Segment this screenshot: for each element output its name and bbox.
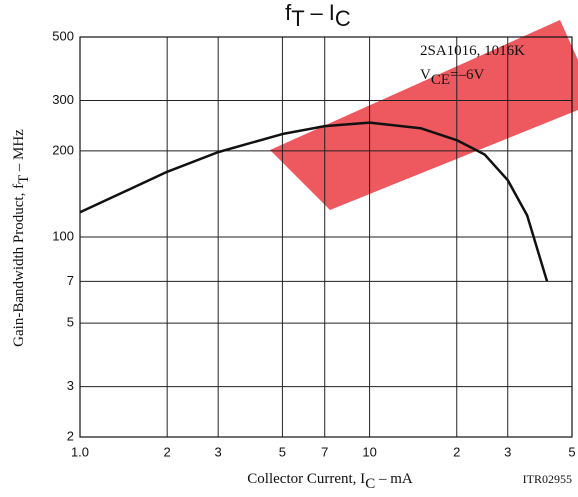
subscript: C <box>365 476 375 492</box>
y-tick-label: 5 <box>67 315 74 330</box>
text-part: Collector Current, I <box>247 471 365 487</box>
text-part: 2SA1016, 1016K <box>420 43 525 59</box>
y-tick-label: 500 <box>52 28 74 43</box>
watermark <box>270 20 578 210</box>
y-tick-label: 3 <box>67 378 74 393</box>
rich-text: 2SA1016, 1016K <box>420 43 525 59</box>
y-tick-label: 2 <box>67 428 74 443</box>
x-tick-label: 7 <box>321 444 328 459</box>
curve <box>79 121 549 282</box>
x-tick-label: 2 <box>453 444 460 459</box>
subscript: T <box>291 6 304 31</box>
text-part: =–6V <box>450 67 484 83</box>
text-part: – mA <box>375 471 413 487</box>
plot-frame <box>79 36 573 438</box>
x-tick-label: 3 <box>504 444 511 459</box>
x-tick-label: 10 <box>362 444 376 459</box>
x-tick-label: 5 <box>279 444 286 459</box>
rich-text: Gain-Bandwidth Product, fT – MHz <box>11 129 32 347</box>
y-tick-label: 100 <box>52 228 74 243</box>
rich-text: fT – IC <box>285 0 351 31</box>
text-part: – MHz <box>11 129 27 175</box>
x-tick-label: 3 <box>215 444 222 459</box>
y-tick-label: 7 <box>67 273 74 288</box>
rich-text: Collector Current, IC – mA <box>247 471 413 492</box>
subscript: T <box>16 175 32 184</box>
y-tick-label: 200 <box>52 142 74 157</box>
text-part: V <box>420 67 431 83</box>
x-tick-label: 1.0 <box>71 444 89 459</box>
x-tick-label: 2 <box>164 444 171 459</box>
figure-code: ITR02955 <box>523 472 572 486</box>
text-part: – I <box>304 0 335 25</box>
subscript: C <box>335 6 351 31</box>
x-tick-label: 5 <box>568 444 575 459</box>
y-tick-label: 300 <box>52 92 74 107</box>
rich-text: VCE=–6V <box>420 67 484 88</box>
subscript: CE <box>431 72 450 88</box>
text-part: Gain-Bandwidth Product, f <box>11 184 27 347</box>
text-part: f <box>285 0 292 25</box>
